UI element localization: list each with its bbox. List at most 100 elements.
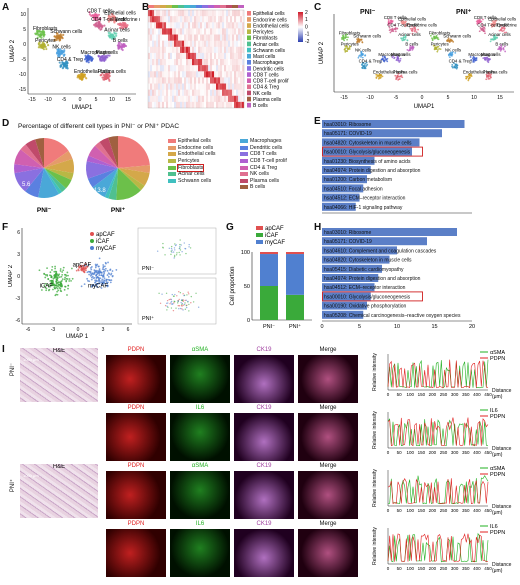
mini-point [185, 252, 187, 255]
umap-point [433, 37, 436, 40]
heat-cell [212, 59, 215, 66]
mini-point [195, 292, 197, 294]
umap-point [346, 47, 349, 50]
heat-cell [230, 101, 233, 109]
umap-point [346, 38, 349, 41]
heat-cell [148, 89, 151, 96]
heat-cell [182, 71, 185, 78]
caf-point [98, 268, 101, 270]
x-tick-label: 15 [497, 95, 503, 101]
x-tick-label: 100 [406, 566, 414, 571]
heat-cell [240, 34, 243, 41]
kegg-bar [322, 193, 360, 202]
umap-point [389, 28, 392, 31]
mini-point [170, 247, 173, 250]
heat-cell [192, 40, 195, 47]
cluster-label: B cells [495, 41, 509, 46]
heat-cell [210, 28, 213, 35]
caf-point [97, 270, 100, 273]
caf-point [86, 277, 89, 280]
x-axis-label: Distance [492, 504, 512, 510]
caf-point [89, 270, 92, 273]
umap-point [100, 59, 103, 62]
umap-point [388, 26, 391, 29]
heat-cell [154, 46, 157, 53]
heat-cell [202, 101, 205, 109]
heat-cell [156, 16, 159, 23]
kegg-term-label: hsa04610: Complement and coagulation cas… [324, 248, 437, 254]
heat-cell [164, 46, 167, 53]
heat-cell [152, 34, 155, 41]
umap-point [387, 18, 390, 21]
umap-point [487, 77, 490, 80]
caf-point [51, 283, 53, 286]
caf-point [106, 269, 109, 272]
kegg-panel-h: hsa03010: Ribosome hsa05171: COVID-19 hsa0… [318, 224, 518, 342]
mini-point [174, 243, 176, 245]
heat-cell [200, 40, 203, 47]
umap-point [399, 57, 402, 60]
heat-cell [226, 71, 229, 78]
umap-point [120, 47, 123, 51]
heat-cell [220, 83, 223, 90]
heat-cell [234, 90, 236, 96]
heat-cell [162, 16, 165, 23]
heat-cell [220, 10, 223, 17]
heat-cell [188, 77, 191, 84]
mini-point [171, 251, 173, 253]
cluster-label: CD8 T cells [474, 15, 497, 20]
umap-point [356, 38, 358, 41]
kegg-term-label: hsa05171: COVID-19 [324, 131, 372, 137]
legend-item: Dendritic cells [240, 145, 287, 152]
heat-cell [186, 101, 189, 109]
heat-cell [198, 89, 201, 96]
heat-cell [162, 77, 165, 84]
mini-point [173, 247, 176, 249]
caf-point [95, 273, 98, 276]
umap-point [436, 49, 439, 51]
x-tick-label: -10 [44, 97, 51, 103]
heat-cell [192, 16, 195, 23]
heat-cell [168, 52, 171, 60]
caf-point [83, 266, 85, 269]
caf-point [67, 274, 69, 277]
umap-point [78, 73, 81, 77]
umap-point [97, 18, 100, 21]
heat-cell [150, 71, 153, 78]
cluster-label: Schwann cells [50, 29, 82, 35]
mini-point [171, 293, 173, 296]
kegg-bar [322, 283, 375, 292]
caf-point [55, 279, 58, 281]
umap-point [101, 71, 104, 75]
umap-point [477, 22, 480, 25]
mini-point [170, 307, 173, 309]
heat-cell [230, 71, 233, 78]
mini-point [181, 308, 183, 310]
umap-point [498, 48, 501, 51]
umap-point [500, 45, 503, 48]
heat-cell [152, 22, 154, 28]
heat-cell [188, 95, 191, 102]
kegg-bar [322, 237, 427, 246]
heat-cell [152, 77, 155, 84]
heat-cell [166, 10, 169, 17]
umap-point [488, 77, 491, 80]
umap-point [100, 55, 103, 58]
umap-point [411, 46, 414, 48]
kegg-term-label: hsa01230: Biosynthesis of amino acids [324, 159, 411, 165]
pie-slice-pni-pos [108, 168, 118, 200]
heat-cell [204, 34, 207, 41]
heat-cell [222, 101, 225, 109]
caf-point [93, 269, 96, 272]
heat-cell [200, 52, 203, 60]
umap-point [58, 50, 61, 54]
umap-point [467, 79, 470, 82]
x-tick-label: 250 [440, 450, 448, 455]
umap-point [379, 74, 381, 77]
x-axis-unit: (μm) [492, 394, 503, 400]
heat-cell [226, 10, 229, 17]
heat-cell [202, 10, 205, 17]
heat-cell [192, 71, 195, 78]
heat-cell [204, 65, 207, 72]
umap-point [57, 37, 60, 40]
